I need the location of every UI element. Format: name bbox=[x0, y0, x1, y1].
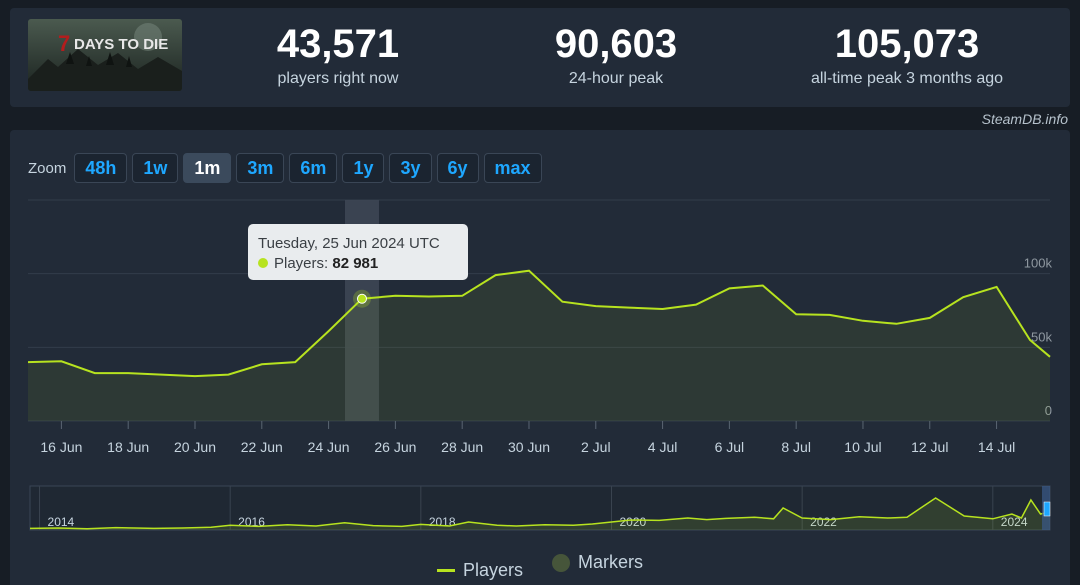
legend-markers-swatch bbox=[552, 553, 571, 572]
x-tick-label: 22 Jun bbox=[241, 439, 283, 455]
stat-current-label: players right now bbox=[277, 70, 399, 87]
x-tick-label: 12 Jul bbox=[911, 439, 948, 455]
players-line bbox=[27, 269, 1051, 378]
navigator-handle[interactable] bbox=[1043, 501, 1051, 517]
tooltip-series-dot bbox=[258, 258, 268, 269]
legend-players-label: Players bbox=[462, 559, 523, 580]
navigator-area bbox=[30, 498, 1050, 530]
zoom-6m-button[interactable]: 6m bbox=[289, 153, 338, 183]
stat-alltime-peak-label: all-time peak 3 months ago bbox=[810, 70, 1004, 87]
zoom-1m-button[interactable]: 1m bbox=[183, 153, 232, 183]
players-area bbox=[28, 270, 1050, 421]
stat-24h-peak-value: 90,603 bbox=[554, 22, 678, 66]
chart-tooltip: Tuesday, 25 Jun 2024 UTC Players: 82 981 bbox=[248, 224, 468, 280]
navigator-year-label: 2020 bbox=[619, 515, 646, 529]
zoom-48h-button[interactable]: 48h bbox=[74, 153, 128, 183]
svg-text:7: 7 bbox=[58, 31, 70, 56]
hover-point bbox=[356, 293, 367, 304]
x-tick-label: 18 Jun bbox=[107, 439, 149, 455]
y-tick-label: 100k bbox=[1024, 256, 1053, 271]
zoom-3y-button[interactable]: 3y bbox=[389, 153, 432, 183]
y-tick-label: 50k bbox=[1031, 329, 1052, 344]
zoom-controls: Zoom 48h 1w 1m 3m 6m 1y 3y 6y max bbox=[28, 153, 547, 183]
tooltip-row: Players: 82 981 bbox=[258, 254, 458, 274]
zoom-3m-button[interactable]: 3m bbox=[236, 153, 285, 183]
stat-alltime-peak: 105,073 all-time peak 3 months ago bbox=[777, 22, 1037, 88]
legend-players[interactable]: Players bbox=[436, 559, 523, 581]
zoom-max-button[interactable]: max bbox=[483, 153, 542, 183]
game-logo-icon[interactable]: 7 DAYS TO DIE bbox=[28, 19, 182, 91]
tooltip-date: Tuesday, 25 Jun 2024 UTC bbox=[258, 235, 440, 252]
zoom-label: Zoom bbox=[28, 159, 67, 177]
stats-bar: 7 DAYS TO DIE 43,571 players right now 9… bbox=[10, 8, 1070, 107]
stat-24h-peak: 90,603 24-hour peak bbox=[486, 22, 746, 88]
x-tick-label: 26 Jun bbox=[374, 439, 416, 455]
svg-text:DAYS TO DIE: DAYS TO DIE bbox=[74, 36, 168, 53]
legend-markers[interactable]: Markers bbox=[552, 552, 643, 573]
x-tick-label: 4 Jul bbox=[648, 439, 678, 455]
navigator-frame bbox=[29, 485, 1051, 531]
y-tick-label: 0 bbox=[1045, 403, 1052, 418]
navigator-line bbox=[29, 497, 1051, 530]
zoom-6y-button[interactable]: 6y bbox=[436, 153, 479, 183]
tooltip-value: 82 981 bbox=[332, 255, 379, 272]
x-tick-label: 2 Jul bbox=[581, 439, 611, 455]
stat-current: 43,571 players right now bbox=[208, 22, 468, 88]
x-tick-label: 8 Jul bbox=[781, 439, 811, 455]
x-tick-label: 16 Jun bbox=[40, 439, 82, 455]
x-tick-label: 28 Jun bbox=[441, 439, 483, 455]
legend-markers-label: Markers bbox=[578, 552, 644, 572]
navigator-year-label: 2014 bbox=[48, 515, 75, 529]
steamdb-credit[interactable]: SteamDB.info bbox=[981, 111, 1068, 127]
x-tick-label: 6 Jul bbox=[715, 439, 745, 455]
legend-players-swatch bbox=[436, 568, 455, 572]
x-tick-label: 24 Jun bbox=[308, 439, 350, 455]
tooltip-series-label: Players: bbox=[274, 255, 329, 272]
zoom-1w-button[interactable]: 1w bbox=[132, 153, 179, 183]
zoom-1y-button[interactable]: 1y bbox=[342, 153, 385, 183]
stat-alltime-peak-value: 105,073 bbox=[834, 22, 980, 66]
x-tick-label: 10 Jul bbox=[844, 439, 881, 455]
stat-current-value: 43,571 bbox=[276, 22, 400, 66]
chart-legend: Players Markers bbox=[0, 552, 1080, 581]
x-tick-label: 14 Jul bbox=[978, 439, 1015, 455]
logo-art: 7 DAYS TO DIE bbox=[28, 19, 182, 91]
x-tick-label: 30 Jun bbox=[508, 439, 550, 455]
x-tick-label: 20 Jun bbox=[174, 439, 216, 455]
stat-24h-peak-label: 24-hour peak bbox=[568, 70, 664, 87]
